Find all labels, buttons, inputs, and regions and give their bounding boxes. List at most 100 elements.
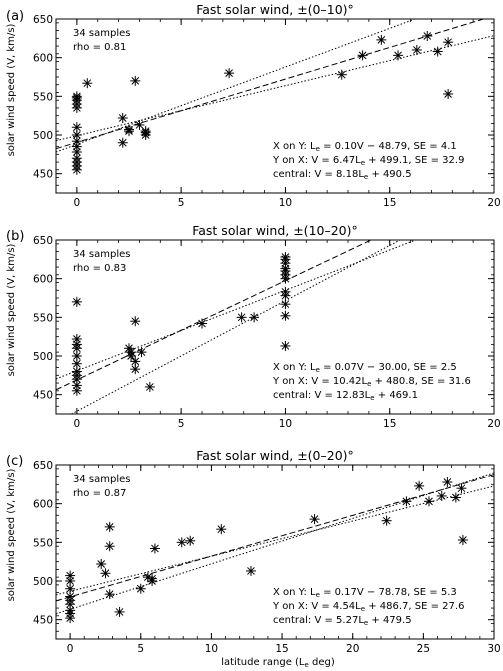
data-point [249,312,260,323]
y-tick-label: 600 [33,53,53,65]
data-point [130,75,141,86]
y-tick-label: 600 [33,499,53,511]
x-tick-label: 0 [74,418,81,430]
fit-lines [56,19,494,153]
data-point [140,126,151,137]
data-point [401,496,412,507]
y-tick-label: 500 [33,351,53,363]
data-point [71,92,82,103]
x-tick-label: 5 [137,643,144,655]
chart-panel-1: (b) Fast solar wind, ±(10–20)° 0 5 10 15 20 450… [6,223,501,430]
y-tick-label: 650 [33,14,53,26]
data-point [130,364,141,375]
data-point [147,573,158,584]
data-point [149,543,160,554]
data-point [224,68,235,79]
panel-label: (a) [6,9,24,24]
y-tick-label: 600 [33,274,53,286]
y-tick-label: 650 [33,235,53,247]
data-point [71,370,82,381]
chart-panel-0: (a) Fast solar wind, ±(0–10)° 0 5 10 15 20 450 5… [6,2,501,209]
data-point [71,385,82,396]
data-point [71,141,82,152]
x-tick-label: 10 [279,197,292,209]
rho-label: rho = 0.83 [73,263,126,274]
chart-title: Fast solar wind, ±(10–20)° [192,223,358,238]
data-point [336,69,347,80]
plot-frame [55,18,495,194]
data-point [393,50,404,61]
fit-equation: X on Y: Le = 0.10V − 48.79, SE = 4.1 [273,141,457,153]
chart-title: Fast solar wind, ±(0–10)° [196,2,354,17]
data-point [104,541,115,552]
panel-label: (c) [6,454,23,469]
y-tick-label: 500 [33,130,53,142]
data-point [71,358,82,369]
samples-label: 34 samples [73,474,130,485]
data-point [136,347,147,358]
fit-equation: central: V = 8.18Le + 490.5 [273,169,412,181]
fit-equation: Y on X: V = 10.42Le + 480.8, SE = 31.6 [272,376,471,388]
data-point [436,490,447,501]
x-tick-label: 15 [383,418,396,430]
data-point [135,583,146,594]
data-point [71,153,82,164]
samples-label: 34 samples [73,249,130,260]
data-point [280,286,291,297]
rho-label: rho = 0.87 [73,488,126,499]
y-axis-label-b: solar wind speed (V, km/s) [6,243,17,376]
data-point [457,535,468,546]
data-point [381,515,392,526]
fit-line-y-on-x [56,35,494,142]
data-point [411,44,422,55]
x-tick-label: 0 [74,197,81,209]
data-point [117,112,128,123]
x-tick-label: 0 [67,643,74,655]
data-point [414,480,425,491]
data-point [126,351,137,361]
x-tick-label: 15 [383,197,396,209]
data-point [134,119,145,130]
fit-equation: X on Y: Le = 0.17V − 78.78, SE = 5.3 [273,587,457,599]
x-axis-label: latitude range (Le deg) [221,657,335,669]
data-point [65,570,76,581]
data-point [280,340,291,351]
x-tick-label: 30 [487,643,500,655]
fit-line-central [56,240,373,391]
data-point [100,568,111,579]
plot-frame [55,464,495,640]
data-point [71,339,82,350]
y-tick-label: 550 [33,91,53,103]
data-point [280,252,291,263]
x-tick-label: 10 [205,643,218,655]
chart-title: Fast solar wind, ±(0–20)° [196,448,354,463]
y-tick-label: 550 [33,537,53,549]
x-tick-label: 5 [178,418,185,430]
data-points [71,252,291,396]
y-tick-label: 550 [33,312,53,324]
y-tick-label: 450 [33,390,53,402]
rho-label: rho = 0.81 [73,42,126,53]
fit-equation: central: V = 12.83Le + 469.1 [273,390,418,402]
data-point [280,310,291,321]
data-point [236,312,247,323]
x-tick-label: 5 [178,197,185,209]
y-axis-label-c: solar wind speed (V, km/s) [6,468,17,601]
fit-equation: X on Y: Le = 0.07V − 30.00, SE = 2.5 [273,362,457,374]
y-tick-label: 450 [33,169,53,181]
data-point [442,477,453,488]
fit-equation: Y on X: V = 6.47Le + 499.1, SE = 32.9 [272,155,464,167]
y-axis-label-a: solar wind speed (V, km/s) [6,23,17,156]
samples-label: 34 samples [73,28,130,39]
fit-lines [56,472,494,615]
fit-equation: central: V = 5.27Le + 479.5 [273,615,412,627]
x-tick-label: 10 [279,418,292,430]
data-point [176,537,187,548]
x-tick-label: 20 [487,418,500,430]
y-tick-label: 650 [33,460,53,472]
fit-equation: Y on X: V = 4.54Le + 486.7, SE = 27.6 [272,601,464,613]
fit-line-central [56,474,494,602]
data-point [443,37,454,48]
data-point [71,122,82,133]
